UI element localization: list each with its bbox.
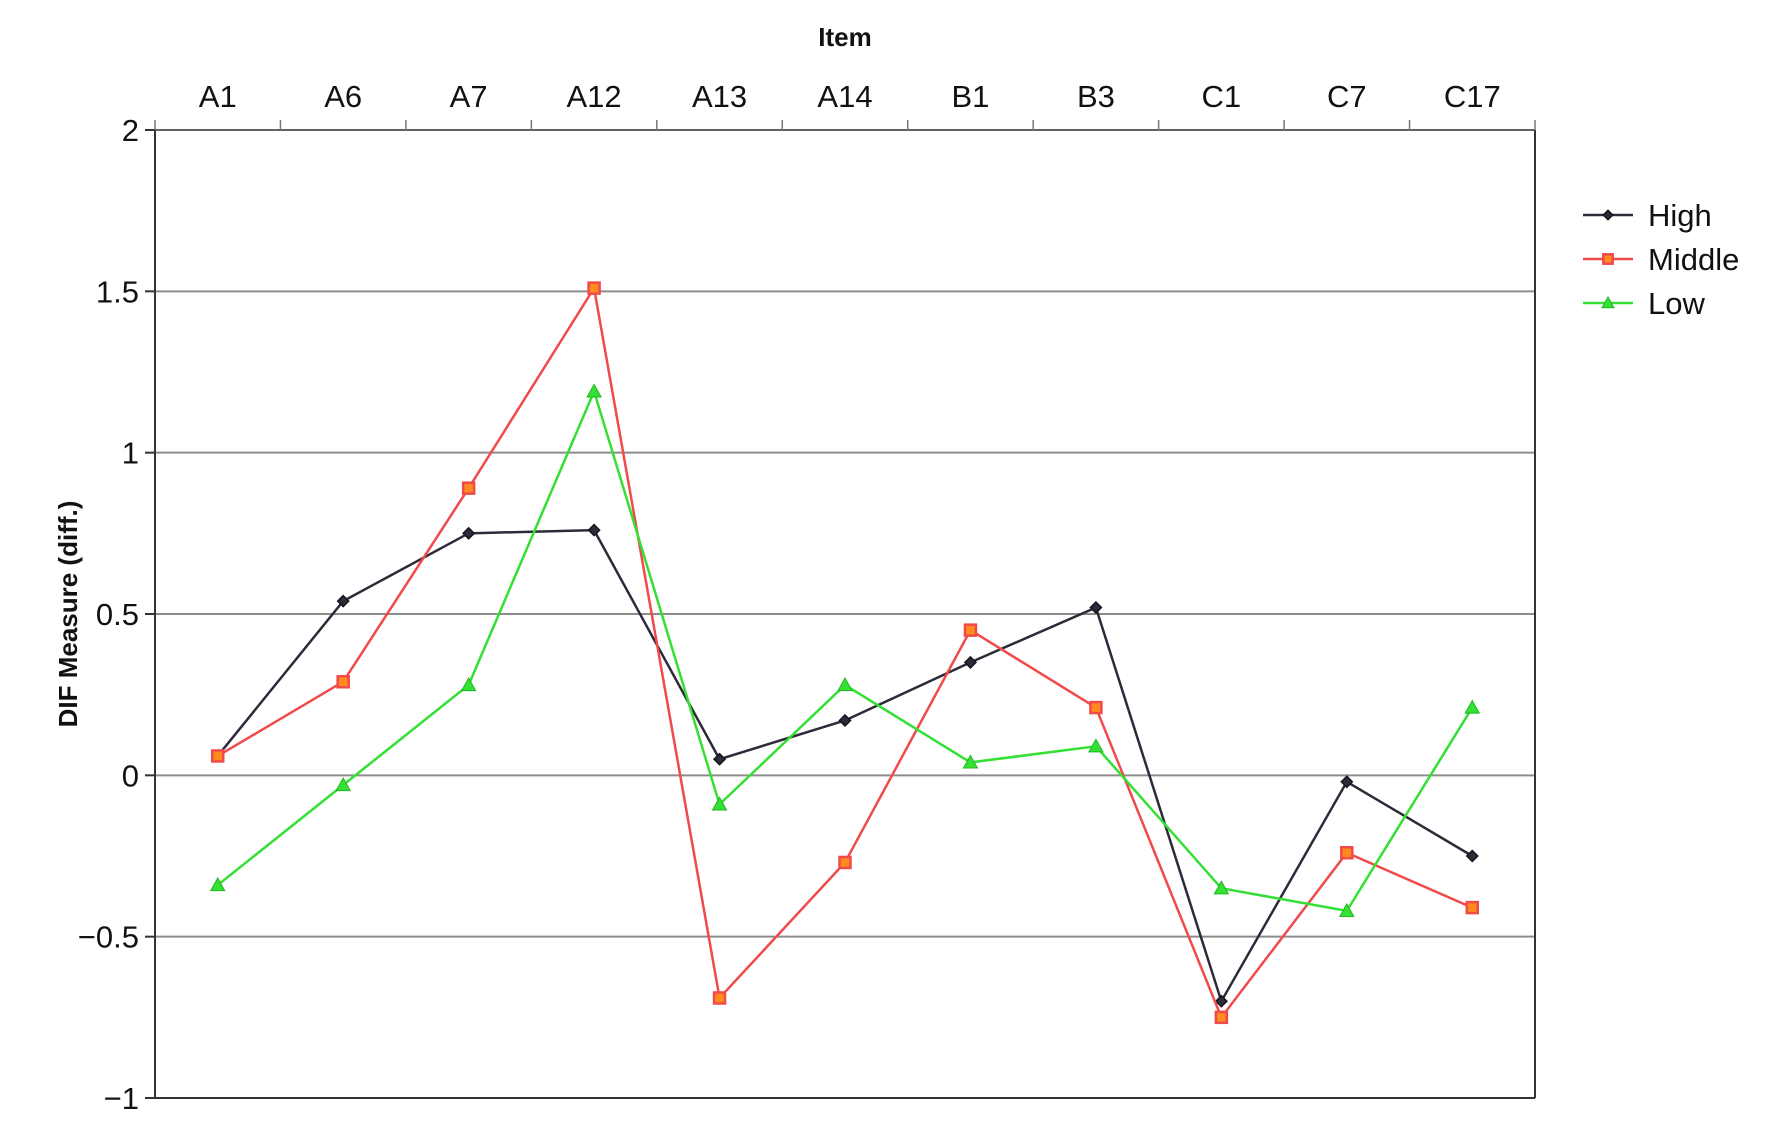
point-low-a14 (837, 676, 853, 692)
x-tick-label-a7: A7 (450, 79, 488, 114)
x-tick-label-a13: A13 (692, 79, 747, 114)
point-low-c7 (1338, 902, 1355, 917)
point-middle-b3 (1089, 700, 1103, 715)
x-tick-label-b3: B3 (1077, 79, 1115, 114)
point-high-b3 (1089, 600, 1103, 615)
legend-item-middle: Middle (1583, 242, 1739, 277)
point-low-a6 (335, 776, 352, 792)
axes (145, 120, 1536, 1099)
point-high-a14 (838, 713, 852, 728)
point-low-a7 (460, 676, 477, 692)
point-low-a1 (209, 877, 226, 892)
y-tick-labels: 2 1.5 1 0.5 0 −0.5 −1 (78, 113, 139, 1116)
point-middle-a13 (712, 991, 727, 1005)
point-middle-c1 (1214, 1010, 1229, 1025)
x-tick-label-a1: A1 (199, 79, 237, 114)
legend-item-high: High (1583, 198, 1712, 233)
point-low-c17 (1464, 699, 1481, 714)
legend-label-low: Low (1648, 286, 1705, 321)
y-tick-label: −1 (104, 1081, 139, 1116)
point-middle-a12 (587, 281, 601, 295)
point-middle-a6 (336, 675, 350, 689)
point-high-c1 (1214, 994, 1228, 1008)
point-low-a13 (711, 796, 728, 811)
y-tick-label: −0.5 (78, 920, 139, 955)
series-lines (209, 281, 1481, 1025)
legend-marker-low (1601, 296, 1615, 309)
point-high-a13 (712, 752, 727, 766)
point-high-a6 (336, 594, 350, 608)
x-tick-label-b1: B1 (951, 79, 989, 114)
point-high-a12 (587, 523, 601, 537)
y-tick-label: 0 (122, 758, 139, 793)
legend-label-high: High (1648, 198, 1712, 233)
point-low-b1 (962, 754, 979, 769)
series-middle (210, 281, 1480, 1025)
point-low-b3 (1088, 738, 1104, 753)
point-low-c1 (1213, 880, 1230, 895)
point-middle-c17 (1465, 900, 1480, 915)
legend-marker-high (1602, 209, 1614, 221)
point-high-b1 (963, 655, 978, 669)
x-tick-label-a6: A6 (324, 79, 362, 114)
y-axis-title: DIF Measure (diff.) (53, 501, 83, 728)
x-tick-label-c1: C1 (1202, 79, 1242, 114)
point-middle-a7 (461, 481, 476, 495)
y-tick-label: 1.5 (96, 274, 139, 309)
legend-item-low: Low (1583, 286, 1705, 321)
point-middle-b1 (963, 623, 978, 637)
point-middle-a14 (838, 855, 852, 870)
point-high-c17 (1465, 849, 1479, 863)
legend: High Middle Low (1583, 198, 1739, 321)
y-tick-label: 0.5 (96, 597, 139, 632)
x-axis-title: Item (818, 22, 871, 52)
point-high-c7 (1340, 775, 1354, 789)
point-middle-c7 (1340, 846, 1354, 860)
x-tick-labels: A1 A6 A7 A12 A13 A14 B1 B3 C1 C7 C17 (199, 79, 1501, 114)
point-high-a7 (462, 526, 476, 540)
series-high (211, 523, 1479, 1008)
x-tick-label-a14: A14 (817, 79, 872, 114)
y-tick-label: 2 (122, 113, 139, 148)
point-low-a12 (586, 383, 602, 398)
x-tick-label-c17: C17 (1444, 79, 1501, 114)
legend-marker-middle (1602, 253, 1614, 265)
x-tick-label-a12: A12 (567, 79, 622, 114)
point-middle-a1 (210, 749, 225, 763)
series-low (209, 383, 1481, 917)
x-tick-label-c7: C7 (1327, 79, 1367, 114)
legend-label-middle: Middle (1648, 242, 1739, 277)
y-tick-label: 1 (122, 436, 139, 471)
